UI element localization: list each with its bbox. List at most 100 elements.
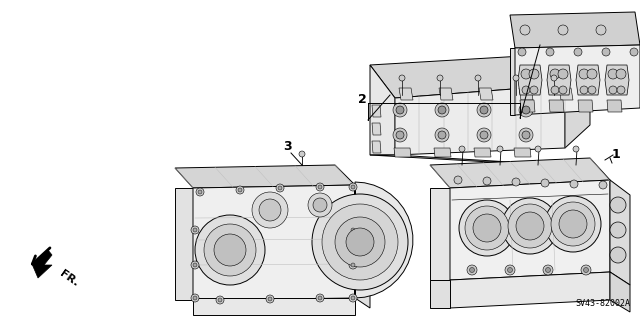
Circle shape (588, 86, 596, 94)
Circle shape (313, 198, 327, 212)
Polygon shape (479, 88, 493, 100)
Circle shape (546, 48, 554, 56)
Polygon shape (32, 250, 52, 278)
Circle shape (236, 186, 244, 194)
Polygon shape (193, 185, 355, 300)
Circle shape (259, 199, 281, 221)
Circle shape (574, 48, 582, 56)
Circle shape (193, 228, 197, 232)
Circle shape (438, 106, 446, 114)
Circle shape (193, 263, 197, 267)
Circle shape (535, 146, 541, 152)
Circle shape (630, 48, 638, 56)
Circle shape (502, 198, 558, 254)
Circle shape (214, 234, 246, 266)
Polygon shape (175, 165, 355, 188)
Circle shape (266, 295, 274, 303)
Polygon shape (605, 65, 629, 95)
Polygon shape (370, 55, 565, 98)
Circle shape (551, 75, 557, 81)
Circle shape (204, 224, 256, 276)
Circle shape (508, 268, 513, 272)
Circle shape (318, 185, 322, 189)
Polygon shape (355, 182, 413, 298)
Circle shape (519, 103, 533, 117)
Circle shape (599, 181, 607, 189)
Circle shape (508, 204, 552, 248)
Circle shape (609, 86, 617, 94)
Circle shape (437, 75, 443, 81)
Polygon shape (549, 100, 564, 112)
Polygon shape (519, 88, 533, 100)
Polygon shape (395, 85, 565, 155)
Circle shape (602, 48, 610, 56)
Circle shape (252, 192, 288, 228)
Polygon shape (514, 148, 531, 157)
Circle shape (559, 86, 567, 94)
Polygon shape (430, 158, 610, 188)
Circle shape (551, 86, 559, 94)
Circle shape (551, 202, 595, 246)
Circle shape (520, 25, 530, 35)
Circle shape (580, 86, 588, 94)
Polygon shape (355, 185, 370, 308)
Circle shape (530, 86, 538, 94)
Circle shape (465, 206, 509, 250)
Circle shape (543, 265, 553, 275)
Circle shape (278, 186, 282, 190)
Circle shape (191, 261, 199, 269)
Circle shape (610, 247, 626, 263)
Circle shape (581, 265, 591, 275)
Circle shape (349, 183, 357, 191)
Circle shape (438, 131, 446, 139)
Circle shape (349, 261, 357, 269)
Circle shape (316, 183, 324, 191)
Circle shape (480, 106, 488, 114)
Polygon shape (434, 148, 451, 157)
Polygon shape (474, 148, 491, 157)
Circle shape (399, 75, 405, 81)
Circle shape (393, 128, 407, 142)
Polygon shape (518, 65, 542, 95)
Polygon shape (372, 141, 381, 153)
Polygon shape (439, 88, 453, 100)
Circle shape (349, 226, 357, 234)
Circle shape (579, 69, 589, 79)
Circle shape (351, 185, 355, 189)
Circle shape (191, 226, 199, 234)
Text: 1: 1 (612, 148, 621, 161)
Polygon shape (370, 155, 510, 162)
Circle shape (351, 263, 355, 267)
Circle shape (195, 215, 265, 285)
Polygon shape (520, 100, 535, 112)
Polygon shape (578, 100, 593, 112)
Circle shape (545, 268, 550, 272)
Polygon shape (559, 88, 573, 100)
Circle shape (459, 146, 465, 152)
Circle shape (193, 296, 197, 300)
Circle shape (470, 268, 474, 272)
Circle shape (512, 178, 520, 186)
Polygon shape (430, 188, 450, 280)
Circle shape (435, 128, 449, 142)
Circle shape (610, 222, 626, 238)
Circle shape (396, 131, 404, 139)
Circle shape (570, 180, 578, 188)
Circle shape (316, 294, 324, 302)
Circle shape (393, 103, 407, 117)
Circle shape (617, 86, 625, 94)
Polygon shape (610, 180, 630, 285)
Circle shape (351, 296, 355, 300)
Circle shape (483, 177, 491, 185)
Circle shape (318, 296, 322, 300)
Circle shape (396, 106, 404, 114)
Polygon shape (370, 65, 395, 155)
Polygon shape (193, 298, 355, 315)
Polygon shape (610, 272, 630, 312)
Circle shape (473, 214, 501, 242)
Circle shape (346, 228, 374, 256)
Circle shape (522, 86, 530, 94)
Polygon shape (175, 188, 193, 300)
Text: 3: 3 (283, 140, 292, 153)
Circle shape (610, 197, 626, 213)
